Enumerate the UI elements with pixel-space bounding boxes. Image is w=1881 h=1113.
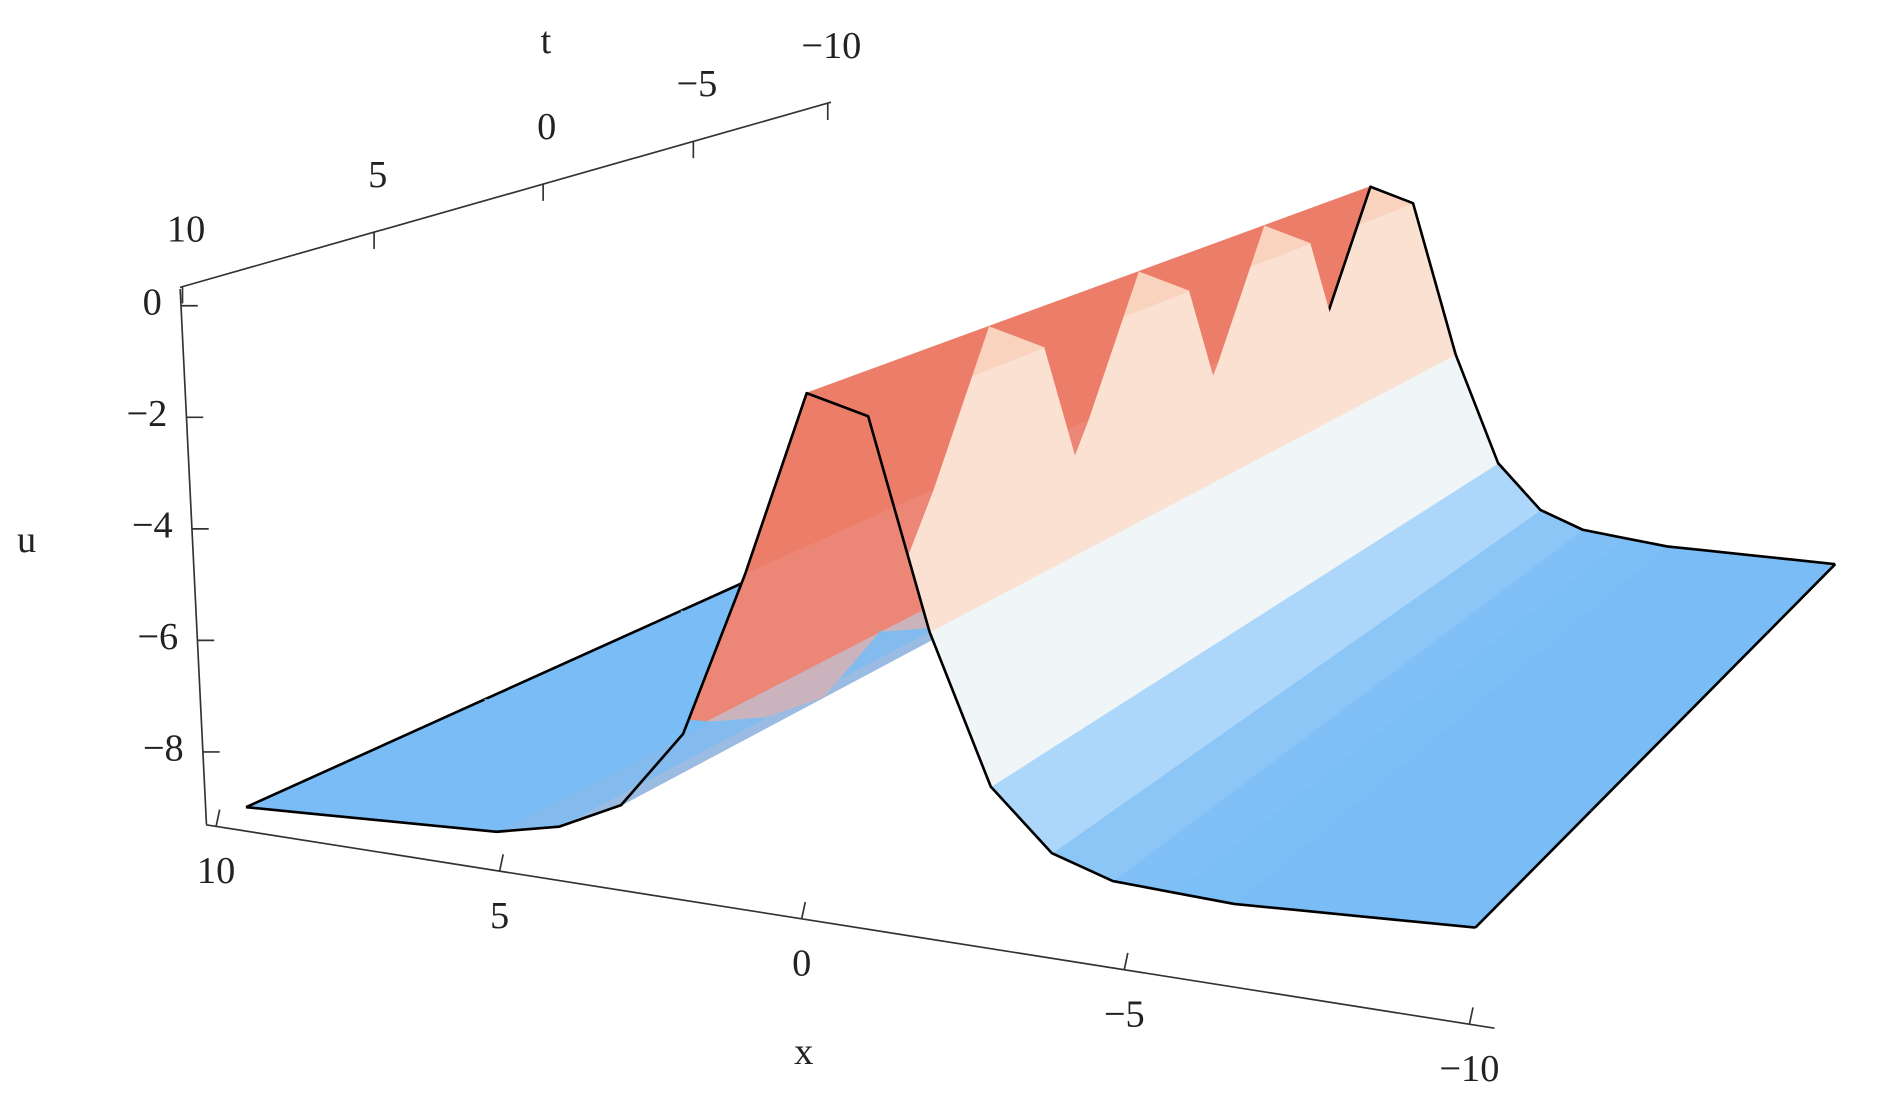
u-tick-label: −8 bbox=[143, 728, 184, 770]
side-edge bbox=[1590, 713, 1688, 812]
u-tick-label: −6 bbox=[137, 616, 178, 658]
side-edge bbox=[1474, 809, 1593, 929]
x-tick-label: 10 bbox=[197, 850, 235, 892]
x-tick bbox=[800, 901, 807, 919]
t-axis-line bbox=[179, 101, 832, 289]
x-tick-label: 5 bbox=[490, 895, 509, 937]
x-tick-label: 0 bbox=[792, 943, 811, 985]
u-tick-label: −4 bbox=[132, 505, 173, 547]
side-edge bbox=[245, 698, 486, 809]
x-tick bbox=[498, 854, 505, 872]
axes: −10 −5 0 5 10 −10 −5 0 5 10 −8 −6 −4 −2 0 bbox=[126, 25, 1499, 1090]
x-tick bbox=[1468, 1007, 1474, 1025]
t-tick-label: −10 bbox=[801, 25, 861, 67]
t-axis-title: t bbox=[541, 20, 552, 62]
t-tick-label: 5 bbox=[368, 154, 387, 196]
t-tick-label: 10 bbox=[167, 208, 205, 250]
x-tick-label: −5 bbox=[1104, 994, 1145, 1036]
x-tick bbox=[1123, 952, 1129, 970]
u-tick-label: 0 bbox=[143, 282, 162, 324]
t-tick-label: 0 bbox=[537, 106, 556, 148]
u-tick-label: −2 bbox=[126, 393, 167, 435]
surface bbox=[245, 185, 1837, 929]
front-edge bbox=[245, 391, 1476, 929]
x-axis-line bbox=[205, 823, 1495, 1030]
side-edge bbox=[1766, 563, 1837, 635]
x-axis-title: x bbox=[794, 1031, 813, 1073]
side-edge bbox=[483, 609, 682, 701]
x-tick-label: −10 bbox=[1439, 1048, 1499, 1090]
u-axis-title: u bbox=[17, 519, 36, 561]
t-tick-label: −5 bbox=[677, 63, 718, 105]
u-axis-line bbox=[179, 289, 208, 825]
side-edge bbox=[1685, 632, 1768, 716]
x-tick bbox=[215, 809, 221, 827]
